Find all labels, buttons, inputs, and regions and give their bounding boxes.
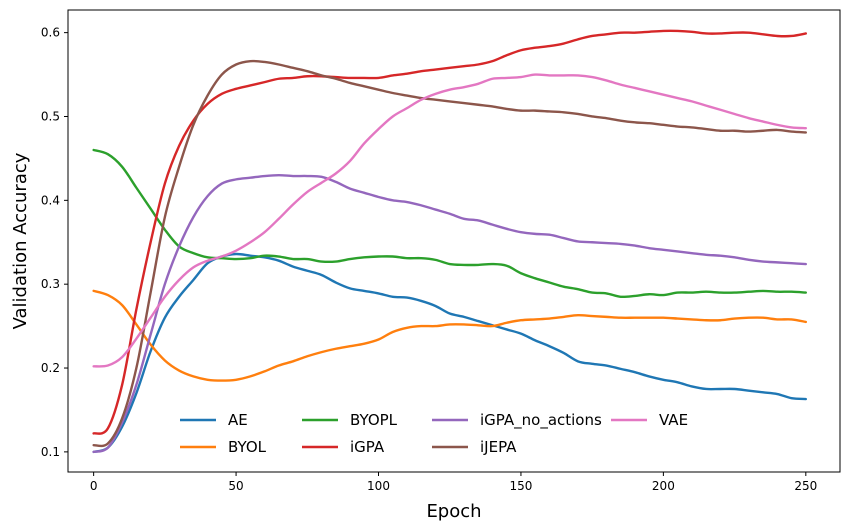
- x-axis-label: Epoch: [426, 501, 481, 522]
- legend: AE BYOL BYOPL iGPA iGPA_no_actions iJEPA VAE: [180, 411, 688, 456]
- x-tick-label: 250: [794, 479, 817, 493]
- legend-entry-label: AE: [228, 411, 248, 429]
- x-tick-label: 100: [367, 479, 390, 493]
- series-line-vae: [92, 73, 808, 368]
- y-tick-label: 0.3: [41, 277, 60, 291]
- legend-entry-label: iGPA_no_actions: [480, 411, 602, 430]
- plot-background: [68, 10, 840, 472]
- y-axis-label: Validation Accuracy: [10, 152, 31, 329]
- y-tick-label: 0.2: [41, 361, 60, 375]
- series-line-byol: [92, 289, 808, 382]
- x-axis: 0 50 100 150 200 250: [90, 472, 817, 493]
- legend-entry-label: iGPA: [350, 438, 385, 456]
- series-line-byopl: [92, 148, 808, 299]
- x-tick-label: 150: [509, 479, 532, 493]
- y-tick-label: 0.4: [41, 193, 60, 207]
- series-line-igpa-no-actions: [92, 173, 808, 454]
- series-layer: [92, 29, 808, 454]
- legend-entry-label: VAE: [659, 411, 688, 429]
- x-tick-label: 200: [652, 479, 675, 493]
- y-axis: 0.1 0.2 0.3 0.4 0.5 0.6: [41, 26, 68, 459]
- y-tick-label: 0.6: [41, 26, 60, 40]
- legend-entry-label: iJEPA: [480, 438, 517, 456]
- y-tick-label: 0.5: [41, 109, 60, 123]
- legend-entry-label: BYOL: [228, 438, 267, 456]
- series-line-igpa: [92, 29, 808, 435]
- legend-entry-label: BYOPL: [350, 411, 398, 429]
- x-tick-label: 0: [90, 479, 98, 493]
- series-line-ijepa: [92, 59, 808, 448]
- y-tick-label: 0.1: [41, 445, 60, 459]
- plot-frame: [67, 9, 841, 473]
- x-tick-label: 50: [228, 479, 243, 493]
